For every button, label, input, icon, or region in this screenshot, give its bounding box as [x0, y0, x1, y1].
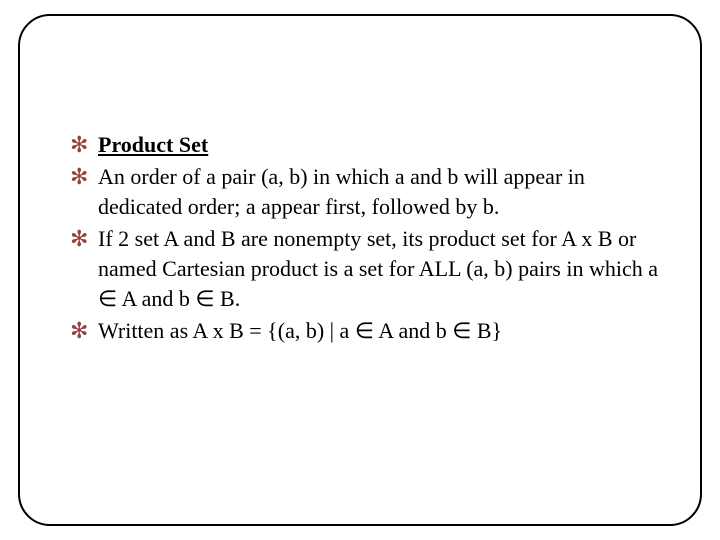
item-text: Written as A x B = {(a, b) | a ∈ A and b… — [98, 316, 502, 346]
slide-content: ✻ Product Set ✻ An order of a pair (a, b… — [70, 130, 660, 348]
bullet-icon: ✻ — [70, 162, 98, 192]
list-item: ✻ Product Set — [70, 130, 660, 160]
bullet-icon: ✻ — [70, 130, 98, 160]
bullet-icon: ✻ — [70, 316, 98, 346]
list-item: ✻ If 2 set A and B are nonempty set, its… — [70, 224, 660, 314]
bullet-icon: ✻ — [70, 224, 98, 254]
item-text: If 2 set A and B are nonempty set, its p… — [98, 224, 660, 314]
item-text: An order of a pair (a, b) in which a and… — [98, 162, 660, 222]
item-text: Product Set — [98, 130, 208, 160]
list-item: ✻ An order of a pair (a, b) in which a a… — [70, 162, 660, 222]
list-item: ✻ Written as A x B = {(a, b) | a ∈ A and… — [70, 316, 660, 346]
